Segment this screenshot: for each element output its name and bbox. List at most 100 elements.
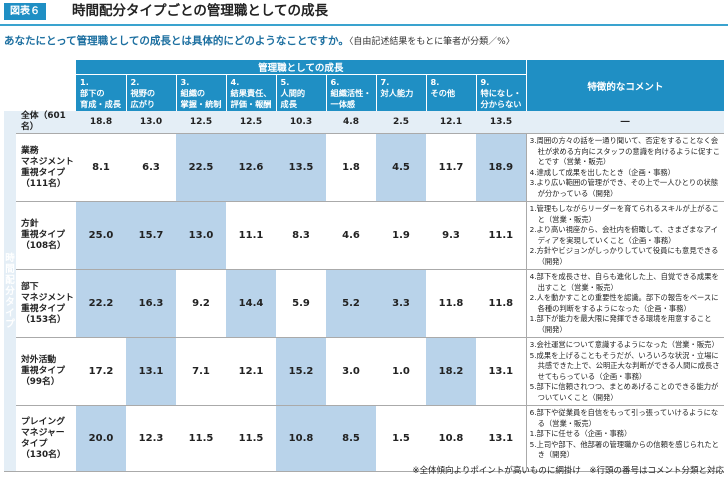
row-value-3: 9.2 [176, 269, 226, 338]
row-value-4: 14.4 [226, 269, 276, 338]
row-value-6: 3.0 [326, 337, 376, 406]
comment-item: 1.部下が能力を最大限に発揮できる環境を用意すること（開発） [529, 314, 712, 334]
row-value-7: 4.5 [376, 133, 426, 202]
figure-label: 図表６ [4, 3, 46, 20]
row-value-5: 10.8 [276, 405, 326, 472]
comment-item: 1.管理もしながらリーダーを育てられるスキルが上がること（営業・販売） [529, 204, 719, 224]
comment-item: 2.人を動かすことの重要性を認識。部下の報告をベースに各種の判断をするようになっ… [529, 293, 719, 313]
footnote: ※全体傾向よりポイントが高いものに網掛け ※行頭の番号はコメント分類と対応 [412, 466, 724, 476]
table-row: 対外活動 重視タイプ （99名） 17.2 13.1 7.1 12.1 15.2 3.0 1.0 1… [4, 337, 725, 406]
row-label: 方針 重視タイプ （108名） [16, 201, 76, 270]
comment-item: 5.上司や部下、他部署の管理職からの信頼を感じられたとき（開発） [529, 439, 719, 460]
column-header-5: 5. 人間的 成長 [276, 74, 327, 111]
row-comments: 6.部下や従業員を自信をもって引っ張っていけるようになる（営業・販売） 1.部下に… [525, 405, 725, 472]
comment-item: 5.部下に信頼されつつ、まとめあげることのできる能力がついていくこと（開発） [529, 382, 719, 402]
all-row-value-8: 12.1 [426, 111, 476, 134]
table-row: 業務 マネジメント 重視タイプ （111名） 8.1 6.3 22.5 12.6 13.5 1.8… [4, 133, 725, 202]
row-value-1: 25.0 [76, 201, 126, 270]
comment-item: 1.部下に任せる（企画・事務） [529, 429, 632, 438]
row-value-7: 3.3 [376, 269, 426, 338]
row-value-1: 8.1 [76, 133, 126, 202]
row-value-6: 5.2 [326, 269, 376, 338]
column-header-4: 4. 結果責任、 評価・報酬 [226, 74, 277, 111]
comment-item: 6.部下や従業員を自信をもって引っ張っていけるようになる（営業・販売） [529, 408, 719, 428]
row-value-1: 20.0 [76, 405, 126, 472]
row-label: プレイング マネジャー タイプ （130名） [16, 405, 76, 472]
column-header-7: 7. 対人能力 [376, 74, 427, 111]
row-value-5: 8.3 [276, 201, 326, 270]
column-header-8: 8. その他 [426, 74, 477, 111]
row-value-2: 16.3 [126, 269, 176, 338]
column-header-1: 1. 部下の 育成・成長 [76, 74, 127, 111]
row-value-6: 8.5 [326, 405, 376, 472]
row-value-7: 1.9 [376, 201, 426, 270]
question: あなたにとって管理職としての成長とは具体的にどのようなことですか。 [4, 35, 349, 47]
row-value-1: 22.2 [76, 269, 126, 338]
comment-item: 2.方針やビジョンがしっかりしていて役員にも意見できる（開発） [529, 246, 719, 266]
results-table: 管理職としての成長 特徴的なコメント 1. 部下の 育成・成長 2. 視野の 広がり 3. 組… [4, 60, 725, 472]
page-title: 時間配分タイプごとの管理職としての成長 [72, 3, 328, 19]
row-value-6: 4.6 [326, 201, 376, 270]
all-row-value-1: 18.8 [76, 111, 126, 134]
table-row: プレイング マネジャー タイプ （130名） 20.0 12.3 11.5 11.5 10.8 8… [4, 405, 725, 472]
row-value-3: 7.1 [176, 337, 226, 406]
row-value-1: 17.2 [76, 337, 126, 406]
row-value-8: 10.8 [426, 405, 476, 472]
row-value-7: 1.5 [376, 405, 426, 472]
header-bar: 図表６ 時間配分タイプごとの管理職としての成長 [0, 0, 728, 26]
row-label: 部下 マネジメント 重視タイプ （153名） [16, 269, 76, 338]
column-header-3: 3. 組織の 掌握・統制 [176, 74, 227, 111]
row-value-5: 15.2 [276, 337, 326, 406]
row-value-5: 5.9 [276, 269, 326, 338]
row-value-4: 11.1 [226, 201, 276, 270]
row-value-4: 12.1 [226, 337, 276, 406]
row-value-8: 9.3 [426, 201, 476, 270]
column-header-2: 2. 視野の 広がり [126, 74, 177, 111]
row-value-3: 22.5 [176, 133, 226, 202]
row-comments: 4.部下を成長させ、自らも進化した上、自覚できる成果を出すこと（営業・販売） 2.… [525, 269, 725, 338]
row-value-2: 15.7 [126, 201, 176, 270]
all-row-label: 全体（601名） [16, 111, 76, 134]
row-value-6: 1.8 [326, 133, 376, 202]
row-value-3: 11.5 [176, 405, 226, 472]
row-label: 業務 マネジメント 重視タイプ （111名） [16, 133, 76, 202]
row-value-9: 11.8 [476, 269, 527, 338]
row-value-2: 12.3 [126, 405, 176, 472]
comment-item: 3.より広い範囲の管理ができ、その上で一人ひとりの状態が分かっている（開発） [529, 178, 719, 198]
question-text: あなたにとって管理職としての成長とは具体的にどのようなことですか。〈自由記述結果… [4, 33, 515, 48]
row-comments: 1.管理もしながらリーダーを育てられるスキルが上がること（営業・販売） 2.より高… [525, 201, 725, 270]
row-value-9: 11.1 [476, 201, 527, 270]
side-label: 時間配分タイプ [4, 111, 16, 472]
all-row-value-7: 2.5 [376, 111, 426, 134]
row-value-8: 18.2 [426, 337, 476, 406]
row-value-9: 13.1 [476, 405, 527, 472]
all-row-value-9: 13.5 [476, 111, 527, 134]
all-row-value-2: 13.0 [126, 111, 176, 134]
row-comments: 3.会社運営について意識するようになった（営業・販売） 5.成果を上げることもそう… [525, 337, 725, 406]
row-value-7: 1.0 [376, 337, 426, 406]
row-value-9: 13.1 [476, 337, 527, 406]
column-header-6: 6. 組織活性・ 一体感 [326, 74, 377, 111]
comment-header: 特徴的なコメント [525, 60, 725, 111]
all-row-value-5: 10.3 [276, 111, 326, 134]
row-value-8: 11.8 [426, 269, 476, 338]
table-row: 部下 マネジメント 重視タイプ （153名） 22.2 16.3 9.2 14.4 5.9 5.2… [4, 269, 725, 338]
row-value-5: 13.5 [276, 133, 326, 202]
row-value-3: 13.0 [176, 201, 226, 270]
column-header-9: 9. 特になし・ 分からない [476, 74, 527, 111]
corner-cell [4, 60, 76, 111]
all-row-comment: ― [526, 111, 725, 134]
row-value-8: 11.7 [426, 133, 476, 202]
row-value-4: 12.6 [226, 133, 276, 202]
comment-item: 4.部下を成長させ、自らも進化した上、自覚できる成果を出すこと（営業・販売） [529, 272, 719, 292]
comment-item: 3.周囲の方々の話を一通り聞いて、否定をすることなく会社が求める方向にスタッフの… [529, 136, 720, 166]
row-value-4: 11.5 [226, 405, 276, 472]
all-row-value-3: 12.5 [176, 111, 226, 134]
row-value-2: 13.1 [126, 337, 176, 406]
row-value-2: 6.3 [126, 133, 176, 202]
row-label: 対外活動 重視タイプ （99名） [16, 337, 76, 406]
table-row: 方針 重視タイプ （108名） 25.0 15.7 13.0 11.1 8.3 4.6 1.9 9.… [4, 201, 725, 270]
comment-item: 4.達成して成果を出したとき（企画・事務） [529, 167, 675, 177]
question-note: 〈自由記述結果をもとに筆者が分類／%〉 [348, 37, 515, 47]
comment-item: 2.より高い視座から、会社内を俯瞰して、さまざまなアイディアを実現していくこと（… [529, 225, 718, 245]
